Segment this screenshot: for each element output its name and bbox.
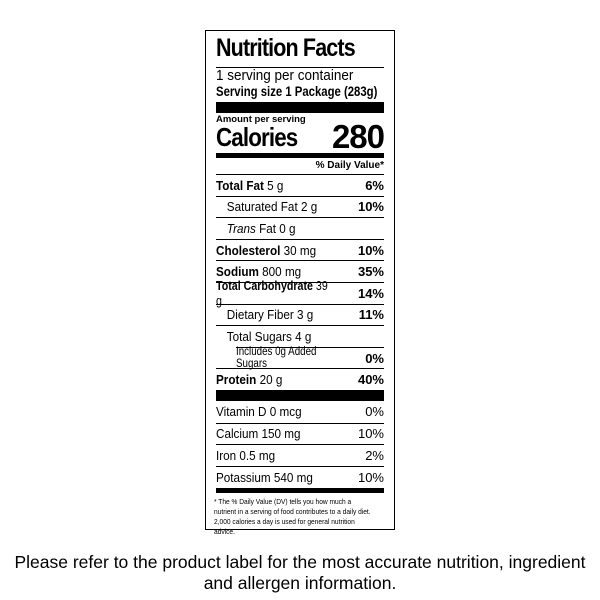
vitamin-label: Vitamin D 0 mcg	[216, 404, 302, 420]
calories-value: 280	[331, 118, 385, 155]
vitamin-dv: 10%	[357, 426, 384, 442]
medium-divider	[216, 153, 384, 158]
nutrient-label: Total Sugars	[226, 328, 292, 344]
nutrient-text: Total Sugars 4 g	[216, 329, 367, 344]
nutrient-dv: 0%	[365, 350, 384, 366]
nutrient-dv: 6%	[365, 177, 384, 193]
nutrient-amount: 0 g	[279, 220, 296, 236]
nutrient-label: Total Fat	[216, 177, 264, 193]
nutrient-amount: 30 mg	[283, 242, 317, 258]
nutrient-dv: 35%	[357, 264, 384, 280]
nutrient-text: Cholesterol 30 mg	[216, 243, 344, 258]
nutrient-row: Total Sugars 4 g	[216, 325, 384, 347]
nutrient-amount: 2 g	[300, 199, 318, 215]
nutrient-row: Iron 0.5 mg 2%	[216, 444, 384, 466]
nutrient-row: Protein 20 g 40%	[216, 368, 384, 390]
nutrient-label: Cholesterol	[216, 242, 281, 258]
nutrient-dv: 40%	[357, 372, 384, 388]
nutrient-row: Vitamin D 0 mcg 0%	[216, 401, 384, 423]
nutrient-dv: 11%	[358, 307, 384, 323]
nutrient-amount: 39 g	[216, 278, 328, 309]
vitamin-label: Potassium 540 mg	[216, 469, 313, 485]
vitamin-dv: 2%	[365, 447, 384, 463]
nutrient-amount: 4 g	[295, 328, 312, 344]
medium-divider	[216, 488, 384, 493]
footnote: * The % Daily Value (DV) tells you how m…	[214, 497, 371, 536]
serving-size: Serving size 1 Package (283g)	[216, 84, 378, 99]
nutrient-text: Trans Fat 0 g	[216, 221, 367, 236]
nutrient-amount: 800 mg	[262, 264, 302, 280]
vitamin-dv: 10%	[357, 469, 384, 485]
nutrient-label: Total Carbohydrate	[216, 278, 313, 294]
servings-per-container: 1 serving per container	[216, 67, 354, 84]
nutrient-amount: 3 g	[297, 307, 314, 323]
divider	[216, 67, 384, 68]
thick-divider	[216, 102, 384, 113]
amount-per-serving: Amount per serving	[216, 114, 306, 125]
nutrient-row: Includes 0g Added Sugars 0%	[236, 346, 384, 371]
nutrient-label: Saturated Fat	[226, 199, 298, 215]
nutrient-row: Dietary Fiber 3 g 11%	[216, 303, 384, 326]
dv-header: % Daily Value*	[315, 160, 384, 171]
nutrient-row: Total Carbohydrate 39 g 14%	[216, 278, 384, 308]
nutrient-label: Sodium	[216, 264, 259, 280]
disclaimer: Please refer to the product label for th…	[14, 552, 586, 593]
nutrient-label-suffix: Fat	[259, 220, 277, 236]
nutrient-text: Total Carbohydrate 39 g	[216, 278, 332, 308]
nutrient-row: Potassium 540 mg 10%	[216, 465, 384, 488]
nutrient-amount: 5 g	[267, 177, 284, 193]
nutrient-dv: 14%	[357, 285, 384, 301]
nutrient-text: Dietary Fiber 3 g	[216, 307, 344, 322]
thick-divider	[216, 390, 384, 401]
nutrient-text: Protein 20 g	[216, 372, 344, 387]
nutrient-text: Saturated Fat 2 g	[216, 199, 344, 214]
nutrient-label: Protein	[216, 372, 257, 388]
nutrient-dv: 10%	[357, 242, 384, 258]
nutrient-row: Sodium 800 mg 35%	[216, 260, 384, 282]
nutrient-label: Includes 0g Added Sugars	[236, 346, 317, 371]
label-title: Nutrition Facts	[216, 34, 356, 62]
nutrient-row: Calcium 150 mg 10%	[216, 422, 384, 445]
vitamin-dv: 0%	[365, 404, 384, 420]
nutrition-facts-label: Nutrition Facts 1 serving per container …	[205, 30, 395, 536]
nutrient-label: Dietary Fiber	[226, 307, 294, 323]
nutrient-dv: 10%	[357, 199, 384, 215]
calories-label: Calories	[216, 122, 298, 152]
nutrient-row: Total Fat 5 g 6%	[216, 174, 384, 196]
nutrient-row: Trans Fat 0 g	[216, 217, 384, 239]
nutrient-amount: 20 g	[259, 372, 283, 388]
nutrient-label: Trans	[226, 220, 256, 236]
nutrient-text: Sodium 800 mg	[216, 264, 344, 279]
nutrient-row: Cholesterol 30 mg 10%	[216, 238, 384, 261]
nutrient-row: Saturated Fat 2 g 10%	[216, 195, 384, 218]
nutrient-text: Total Fat 5 g	[216, 178, 350, 193]
vitamin-label: Iron 0.5 mg	[216, 447, 276, 463]
vitamin-label: Calcium 150 mg	[216, 426, 301, 442]
